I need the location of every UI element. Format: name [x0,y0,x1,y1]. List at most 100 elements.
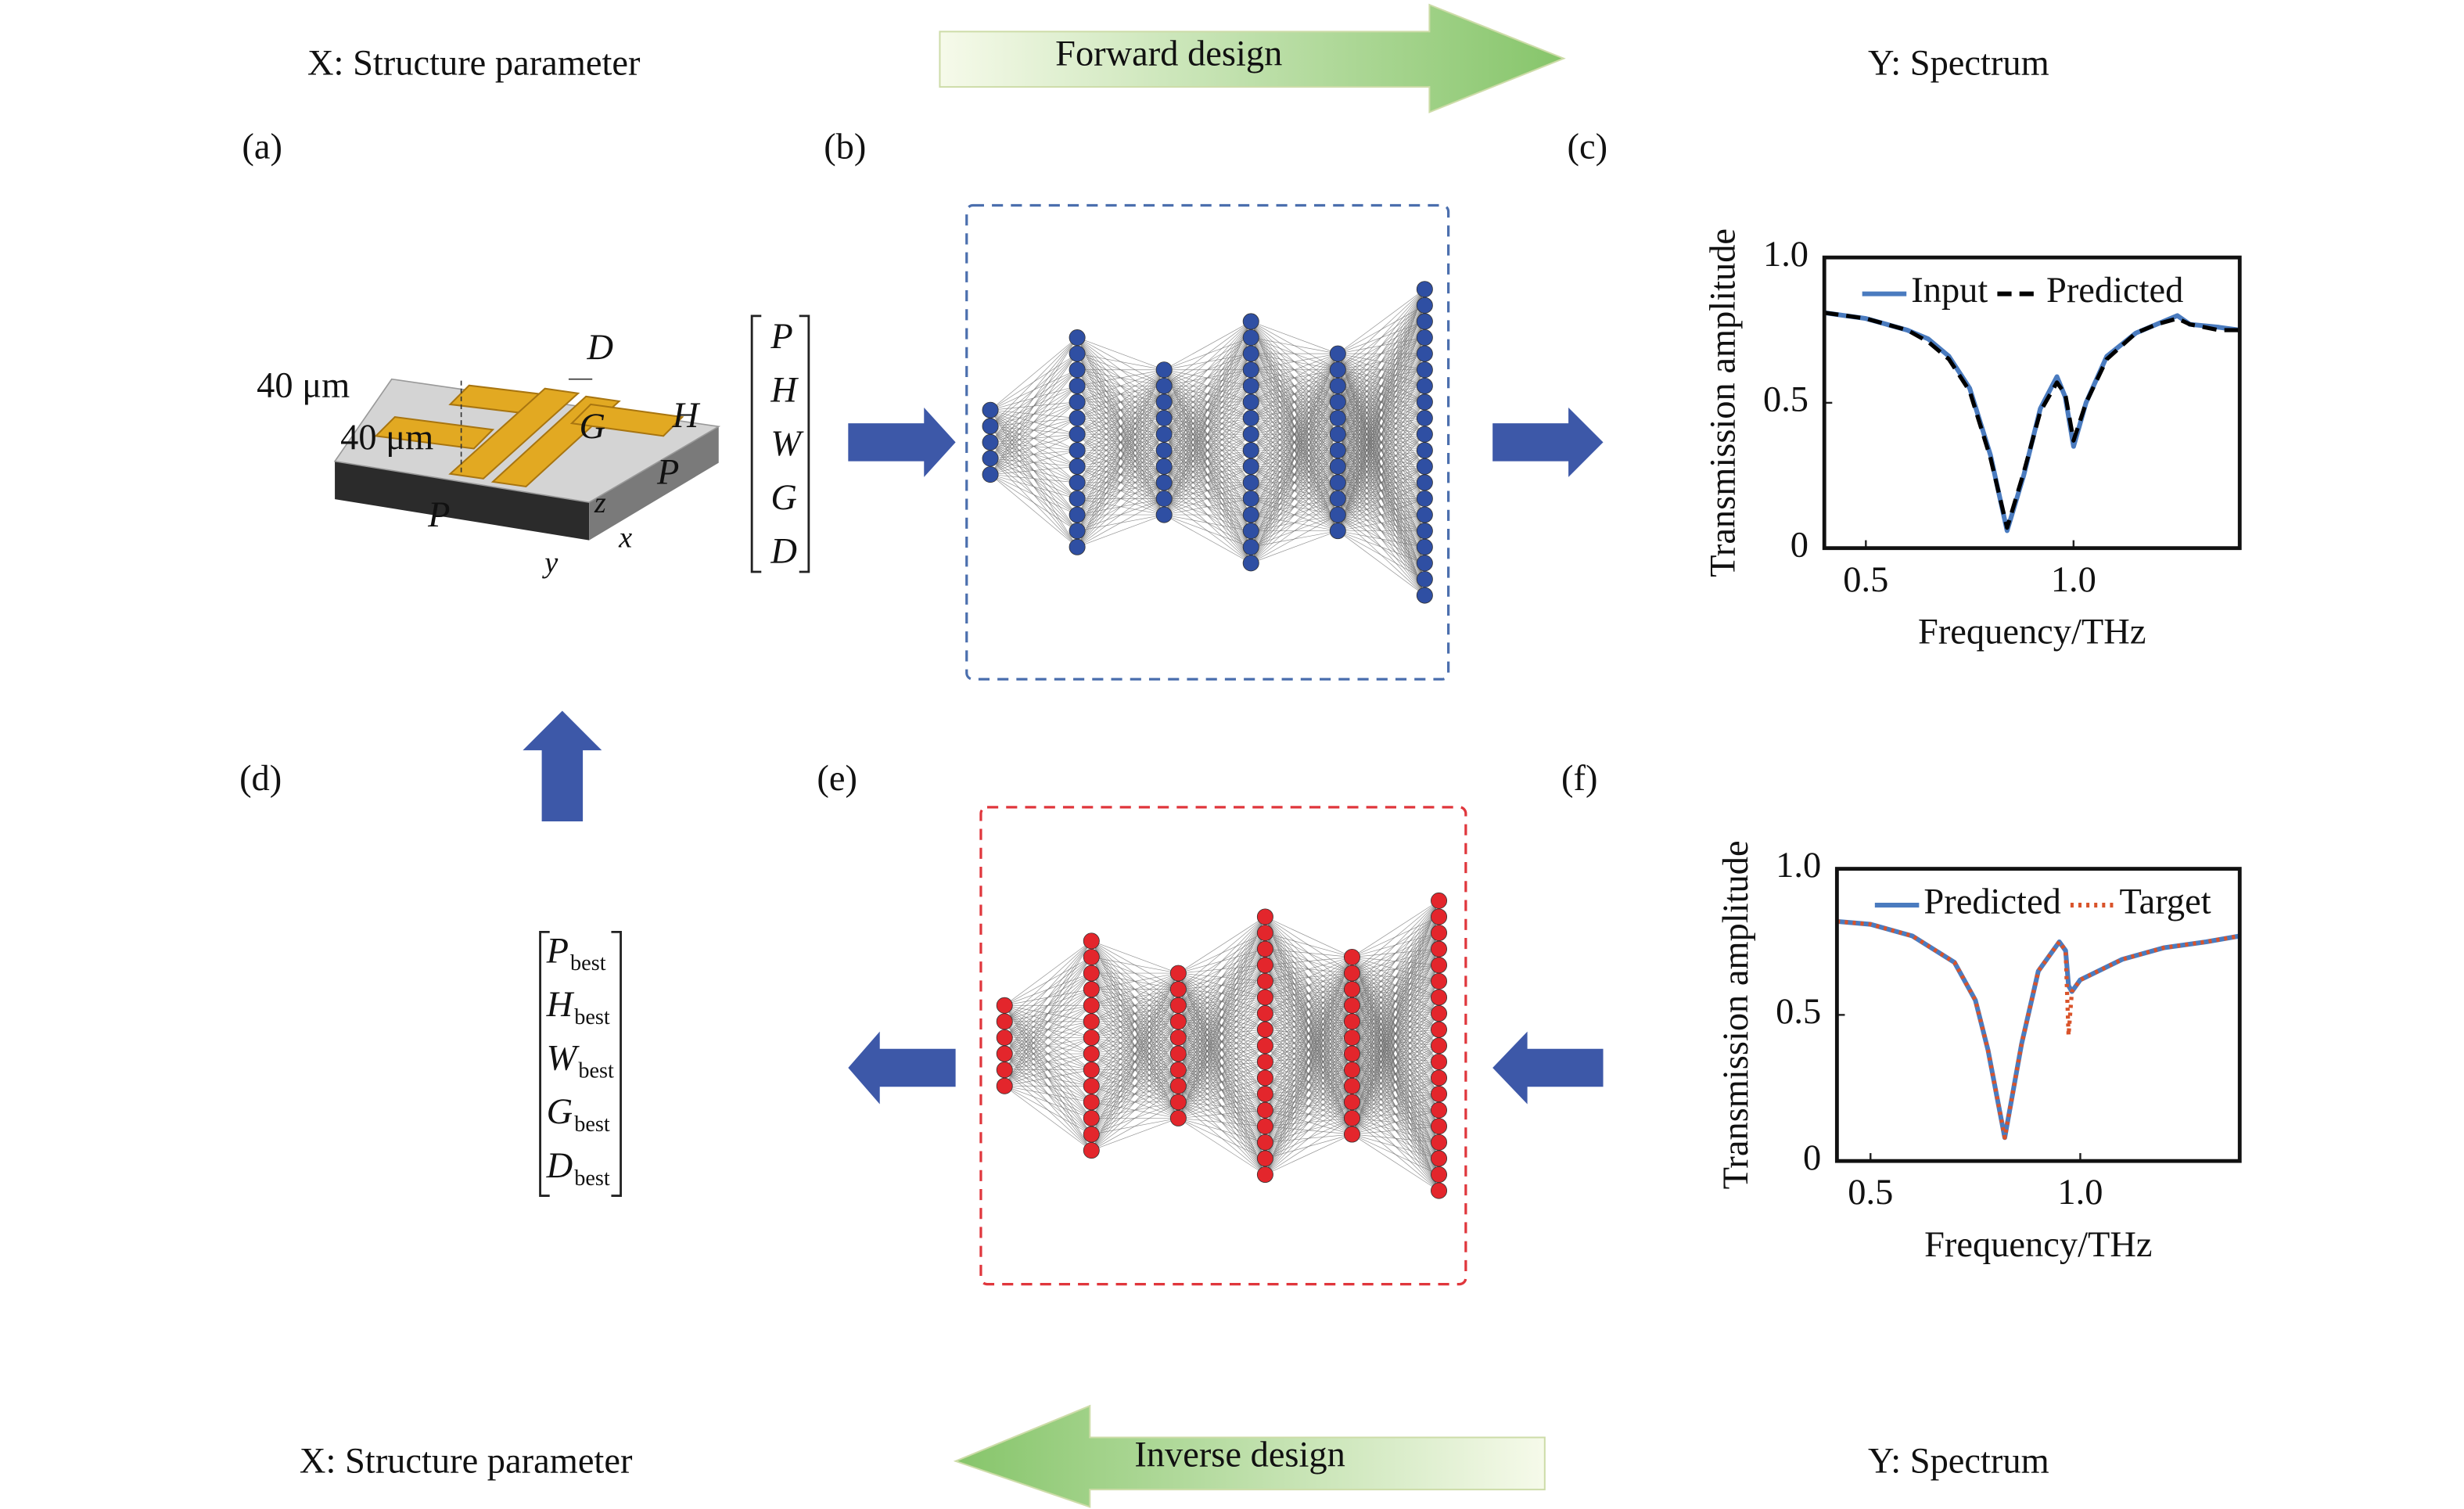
neuron [1256,989,1273,1006]
connection [1163,321,1252,467]
connection [1076,337,1165,371]
neuron [1169,1094,1187,1111]
connection [1251,337,1338,354]
neuron [1329,490,1346,507]
legend-label: Predicted [2046,271,2183,311]
matrix-bracket [539,930,622,1197]
connection [1250,353,1338,548]
neuron [1343,1029,1360,1046]
connection [1178,916,1266,1022]
connection [1004,989,1092,1087]
connection [1004,940,1092,1006]
neuron [1169,1045,1187,1062]
connection [1265,957,1352,998]
connection [1265,1069,1352,1175]
connection [1265,972,1352,1175]
connection [1076,514,1165,548]
neuron [1242,377,1259,394]
neuron [1329,410,1346,427]
connection [1265,957,1352,1062]
connection [1163,433,1252,516]
neuron [1242,410,1259,427]
connection [1004,940,1092,1022]
neuron [1069,393,1086,411]
neuron [1069,426,1086,443]
neuron [1416,570,1433,587]
plot-frame [1834,867,2242,1163]
connection [1163,386,1252,516]
network-layer [982,401,999,483]
connection [1251,353,1338,419]
connection [1178,1029,1266,1119]
connection [1163,321,1252,451]
panel-label: (d) [239,759,282,799]
connection [1352,1094,1439,1135]
neuron [996,1029,1013,1046]
connection [990,418,1078,475]
connection [1265,957,1352,1046]
connection [1163,321,1252,499]
neuron [1329,474,1346,491]
neuron [1431,1069,1448,1087]
connection [990,433,1078,475]
neuron [1431,892,1448,909]
neuron [1329,345,1346,362]
connection [1178,1118,1266,1127]
connection [1337,337,1425,531]
connection [1163,321,1252,516]
connection [1004,1069,1092,1087]
connection [1090,989,1179,1151]
connection [1077,353,1165,371]
neuron [1069,361,1086,379]
neuron [1242,506,1259,523]
neuron [1416,458,1433,475]
neuron [1069,523,1086,540]
panel-label: (b) [824,127,866,167]
connection [1163,401,1252,516]
connection [1091,972,1179,1070]
matrix-bracket [750,314,810,573]
connection [1352,900,1439,990]
neuron [1155,474,1173,491]
network-layer [1256,908,1273,1184]
neuron [1329,377,1346,394]
neuron [1169,1029,1187,1046]
neuron [1343,1094,1360,1111]
neuron [1069,377,1086,394]
connection [1352,916,1439,1135]
connection [1178,916,1266,990]
network-connections [1004,900,1439,1191]
neuron [1242,523,1259,540]
connection [1337,386,1425,531]
y-axis-label: Transmission amplitude [1716,840,1756,1189]
connection [1338,433,1425,531]
axis-label: z [594,487,606,519]
neuron [1416,393,1433,411]
neuron [996,1045,1013,1062]
connection [1076,498,1165,548]
neuron [1431,1101,1448,1119]
connection [1352,1109,1439,1135]
neuron [1083,965,1100,982]
connection [1090,972,1179,1135]
connection [1091,972,1179,1038]
flow-arrows [523,407,1604,1105]
network-layer [996,997,1013,1094]
connection [1163,418,1252,516]
neuron [1155,426,1173,443]
connection [1251,353,1338,371]
connection [1076,482,1165,548]
connection [990,474,1078,516]
connection [1338,418,1425,531]
connection [1337,289,1425,483]
network-layer [1083,932,1100,1159]
neuron [1083,1126,1100,1143]
neuron [1416,410,1433,427]
header-left: X: Structure parameter [307,43,641,83]
connection [1337,401,1425,531]
connection [1250,353,1338,467]
x-tick-label: 0.5 [1843,560,1888,600]
forward-label: Forward design [1055,34,1282,74]
connection [1352,997,1439,1135]
parameter-symbol: H [546,985,575,1025]
